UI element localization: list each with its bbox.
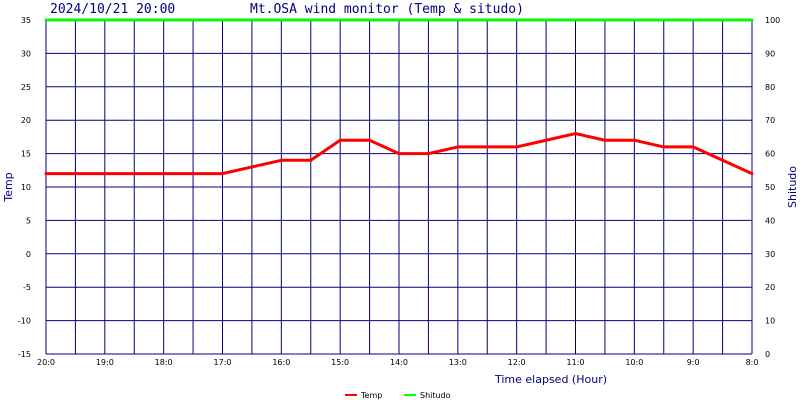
y-tick-label-right: 0: [765, 350, 770, 359]
temp-point: [103, 172, 107, 176]
x-tick-label: 8:0: [746, 358, 759, 367]
temp-point: [162, 172, 166, 176]
temp-point: [368, 138, 372, 142]
y-axis-right-label: Shitudo: [786, 166, 799, 208]
x-tick-label: 15:0: [331, 358, 349, 367]
temp-point: [397, 152, 401, 156]
x-tick-label: 19:0: [96, 358, 114, 367]
x-tick-label: 18:0: [155, 358, 173, 367]
temp-point: [132, 172, 136, 176]
temp-point: [721, 158, 725, 162]
x-axis-label: Time elapsed (Hour): [494, 373, 607, 386]
y-tick-label-left: 15: [21, 150, 31, 159]
y-tick-label-left: 5: [26, 216, 31, 225]
temp-point: [632, 138, 636, 142]
y-tick-label-right: 30: [765, 250, 775, 259]
temp-point: [662, 145, 666, 149]
x-tick-label: 16:0: [272, 358, 290, 367]
y-tick-label-right: 100: [765, 16, 780, 25]
legend-label-temp: Temp: [360, 391, 382, 400]
y-tick-label-right: 60: [765, 150, 775, 159]
x-axis-ticks: 20:0 19:0 18:0 17:0 16:0 15:0 14:0 13:0 12:0 11:0…: [37, 358, 758, 367]
temp-point: [456, 145, 460, 149]
temp-point: [73, 172, 77, 176]
y-tick-label-left: -10: [18, 317, 31, 326]
temp-point: [485, 145, 489, 149]
temp-point: [544, 138, 548, 142]
x-tick-label: 9:0: [687, 358, 700, 367]
temp-point: [279, 158, 283, 162]
chart-title: Mt.OSA wind monitor (Temp & situdo): [250, 2, 524, 17]
y-tick-label-right: 70: [765, 116, 775, 125]
x-tick-label: 11:0: [567, 358, 585, 367]
y-tick-label-left: 20: [21, 116, 31, 125]
temp-point: [250, 165, 254, 169]
temp-point: [574, 132, 577, 136]
x-tick-label: 13:0: [449, 358, 467, 367]
x-tick-label: 12:0: [508, 358, 526, 367]
shitudo-point: [750, 18, 754, 22]
y-axis-left-ticks: 35 30 25 20 15 10 5 0 -5 -10 -15: [18, 16, 31, 359]
x-tick-label: 17:0: [214, 358, 232, 367]
temp-point: [338, 138, 342, 142]
y-tick-label-right: 50: [765, 183, 775, 192]
y-tick-label-left: 35: [21, 16, 31, 25]
grid: [45, 19, 753, 355]
x-tick-label: 10:0: [625, 358, 643, 367]
temp-point: [191, 172, 195, 176]
y-axis-left-label: Temp: [2, 172, 15, 202]
y-tick-label-left: 0: [26, 250, 31, 259]
y-tick-label-right: 10: [765, 317, 775, 326]
temp-point: [515, 145, 519, 149]
temp-point: [603, 138, 607, 142]
shitudo-point: [44, 18, 48, 22]
legend-label-shitudo: Shitudo: [420, 391, 451, 400]
y-tick-label-left: 30: [21, 49, 31, 58]
series-shitudo: [44, 18, 754, 22]
temp-point: [426, 152, 430, 156]
legend: Temp Shitudo: [345, 391, 451, 400]
y-tick-label-left: -15: [18, 350, 31, 359]
temp-point: [44, 172, 48, 176]
temp-point: [750, 172, 754, 176]
temp-point: [309, 158, 313, 162]
series-temp: [44, 132, 754, 176]
temp-point: [221, 172, 224, 176]
y-tick-label-right: 20: [765, 283, 775, 292]
x-tick-label: 20:0: [37, 358, 55, 367]
y-tick-label-left: 25: [21, 83, 31, 92]
y-tick-label-left: -5: [23, 283, 31, 292]
y-tick-label-right: 40: [765, 216, 775, 225]
chart-timestamp: 2024/10/21 20:00: [50, 2, 175, 17]
y-tick-label-right: 90: [765, 49, 775, 58]
y-tick-label-left: 10: [21, 183, 31, 192]
x-tick-label: 14:0: [390, 358, 408, 367]
temp-point: [691, 145, 695, 149]
y-tick-label-right: 80: [765, 83, 775, 92]
